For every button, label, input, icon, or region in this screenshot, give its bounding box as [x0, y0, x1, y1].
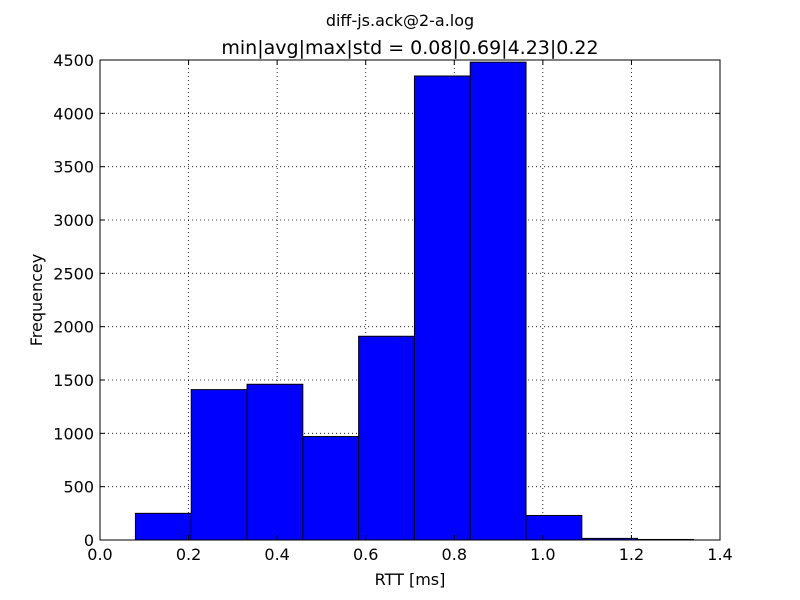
- x-tick-label: 0.6: [353, 545, 378, 564]
- y-tick-label: 1000: [53, 424, 94, 443]
- histogram-bar: [358, 335, 415, 541]
- x-tick-label: 0.0: [87, 545, 112, 564]
- x-axis-label: RTT [ms]: [375, 570, 446, 589]
- histogram-bar: [525, 514, 583, 541]
- y-tick-label: 1500: [53, 371, 94, 390]
- histogram-bar: [134, 512, 192, 541]
- y-tick-label: 4500: [53, 51, 94, 70]
- histogram-bar: [246, 383, 304, 541]
- y-tick-label: 3000: [53, 211, 94, 230]
- histogram-bar: [469, 61, 527, 541]
- y-tick-label: 2500: [53, 264, 94, 283]
- y-tick-label: 2000: [53, 318, 94, 337]
- grid-lines: [100, 60, 720, 540]
- chart-title: min|avg|max|std = 0.08|0.69|4.23|0.22: [221, 37, 598, 59]
- plot-frame: [99, 59, 721, 541]
- x-tick-label: 0.2: [176, 545, 201, 564]
- x-tick-label: 1.0: [530, 545, 555, 564]
- histogram-bar: [413, 75, 471, 541]
- y-tick-label: 500: [63, 478, 94, 497]
- histogram-bar: [190, 389, 248, 541]
- x-tick-label: 1.2: [619, 545, 644, 564]
- chart-suptitle: diff-js.ack@2-a.log: [326, 11, 474, 30]
- x-tick-label: 0.8: [442, 545, 467, 564]
- y-tick-label: 3500: [53, 158, 94, 177]
- axis-ticks: 0.0 0.2 0.4 0.6 0.8 1.0 1.2 1.4 0 500 1000 1500 2000…: [53, 51, 732, 564]
- histogram-bars: [134, 61, 694, 541]
- y-tick-label: 4000: [53, 104, 94, 123]
- x-tick-label: 1.4: [707, 545, 732, 564]
- histogram-bar: [302, 436, 360, 541]
- y-tick-label: 0: [84, 531, 94, 550]
- x-tick-label: 0.4: [264, 545, 289, 564]
- y-axis-label: Frequencey: [27, 254, 46, 347]
